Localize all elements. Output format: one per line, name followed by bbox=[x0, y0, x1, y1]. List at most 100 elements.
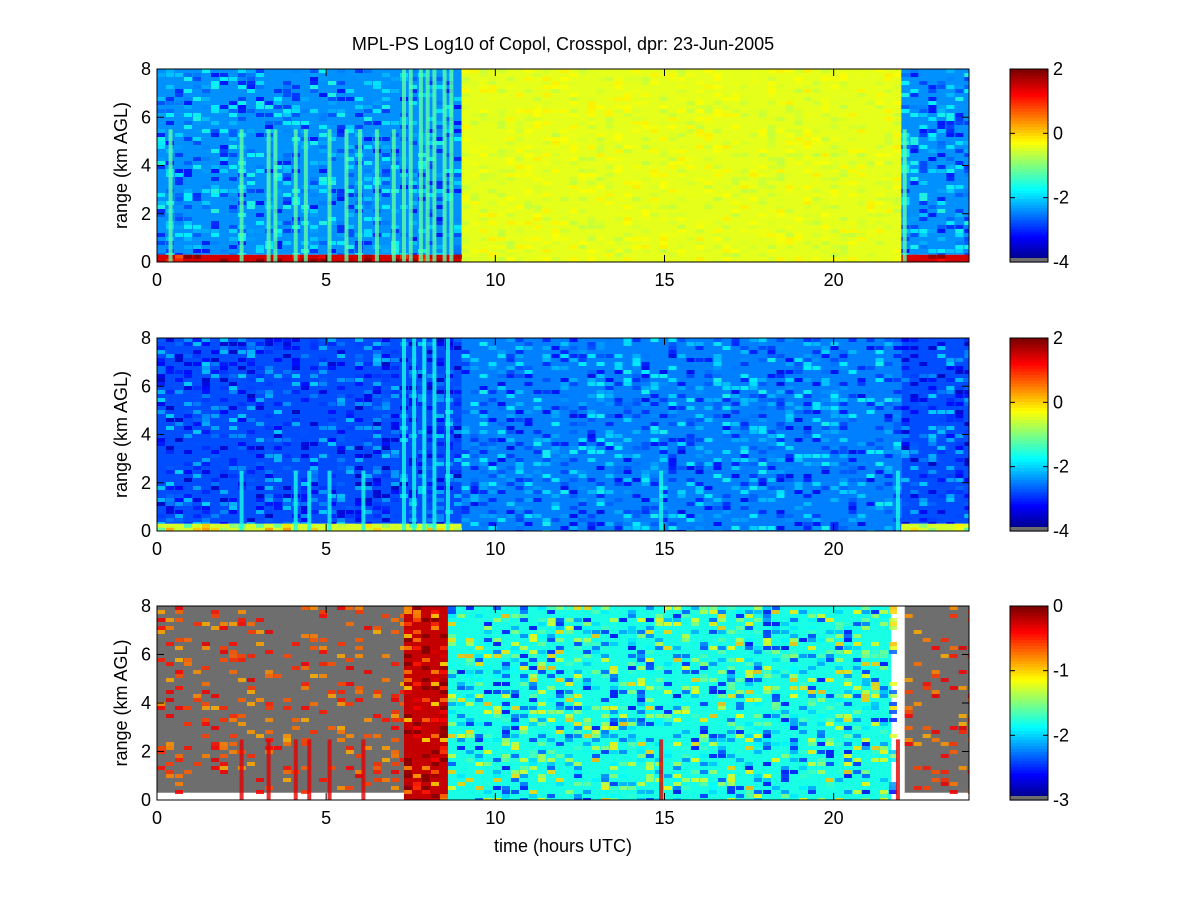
spike-copol-9 bbox=[374, 129, 379, 262]
spike-crosspol-4 bbox=[361, 470, 366, 531]
spike-crosspol-3 bbox=[327, 470, 332, 531]
spike-copol-10 bbox=[391, 129, 396, 262]
spike-crosspol-9 bbox=[445, 338, 450, 531]
heatmap-dpr bbox=[157, 606, 969, 800]
y-tick-label-dpr-4: 4 bbox=[141, 693, 151, 713]
spike-crosspol-5 bbox=[401, 338, 406, 531]
colorbar-tick-label-crosspol--2: -2 bbox=[1053, 457, 1069, 477]
x-tick-label-copol-10: 10 bbox=[485, 270, 505, 290]
colorbar-tick-label-dpr-0: 0 bbox=[1053, 596, 1063, 616]
colorbar-tick-label-dpr--2: -2 bbox=[1053, 725, 1069, 745]
spike-copol-12 bbox=[408, 69, 413, 262]
y-tick-label-copol-6: 6 bbox=[141, 107, 151, 127]
spike-crosspol-0 bbox=[239, 470, 244, 531]
y-tick-label-crosspol-8: 8 bbox=[141, 328, 151, 348]
colorbar-tick-label-crosspol-0: 0 bbox=[1053, 392, 1063, 412]
spike-copol-4 bbox=[293, 129, 298, 262]
colorbar-crosspol: 2 0 -2 -4 bbox=[1009, 328, 1069, 541]
region-dpr-3 bbox=[904, 606, 969, 793]
spike-copol-1 bbox=[239, 129, 244, 262]
spike-dpr-1 bbox=[266, 739, 271, 800]
spike-crosspol-2 bbox=[307, 470, 312, 531]
spike-copol-17 bbox=[449, 69, 454, 262]
spike-dpr-5 bbox=[361, 739, 366, 800]
spike-dpr-0 bbox=[239, 739, 244, 800]
spike-dpr-3 bbox=[307, 739, 312, 800]
spike-copol-6 bbox=[327, 129, 332, 262]
figure-title: MPL-PS Log10 of Copol, Crosspol, dpr: 23… bbox=[352, 34, 774, 54]
spike-crosspol-1 bbox=[293, 470, 298, 531]
y-tick-label-crosspol-4: 4 bbox=[141, 425, 151, 445]
spike-copol-15 bbox=[432, 69, 437, 262]
x-tick-label-copol-20: 20 bbox=[824, 270, 844, 290]
heatmap-crosspol bbox=[157, 338, 969, 531]
x-tick-label-crosspol-5: 5 bbox=[321, 539, 331, 559]
y-tick-label-dpr-2: 2 bbox=[141, 742, 151, 762]
y-tick-label-crosspol-2: 2 bbox=[141, 473, 151, 493]
y-tick-label-copol-2: 2 bbox=[141, 204, 151, 224]
region-crosspol-4 bbox=[901, 523, 969, 531]
y-tick-label-dpr-8: 8 bbox=[141, 596, 151, 616]
colorbar-box-copol bbox=[1009, 68, 1049, 263]
spike-crosspol-6 bbox=[412, 338, 417, 531]
spike-crosspol-8 bbox=[432, 338, 437, 531]
spike-copol-18 bbox=[902, 129, 907, 262]
y-tick-label-copol-4: 4 bbox=[141, 156, 151, 176]
y-tick-label-copol-0: 0 bbox=[141, 252, 151, 272]
x-tick-label-dpr-5: 5 bbox=[321, 808, 331, 828]
spike-copol-3 bbox=[273, 129, 278, 262]
spike-copol-11 bbox=[401, 69, 406, 262]
spike-copol-5 bbox=[303, 129, 308, 262]
colorbar-tick-label-copol--2: -2 bbox=[1053, 188, 1069, 208]
spike-crosspol-11 bbox=[895, 470, 900, 531]
spike-copol-14 bbox=[425, 69, 430, 262]
panel-dpr: 0 5 10 15 20 0 2 4 6 8 range (km AGL) time (hours U… bbox=[111, 596, 1069, 856]
spike-copol-8 bbox=[358, 129, 362, 262]
spike-copol-0 bbox=[168, 129, 173, 262]
heatmap-copol bbox=[157, 69, 969, 262]
x-tick-label-crosspol-15: 15 bbox=[654, 539, 674, 559]
colorbar-box-crosspol bbox=[1009, 337, 1049, 532]
spike-dpr-7 bbox=[895, 739, 900, 800]
x-tick-label-dpr-10: 10 bbox=[485, 808, 505, 828]
spike-dpr-2 bbox=[293, 739, 298, 800]
x-tick-label-copol-5: 5 bbox=[321, 270, 331, 290]
y-tick-label-crosspol-0: 0 bbox=[141, 521, 151, 541]
spike-copol-2 bbox=[266, 129, 271, 262]
y-axis-label-dpr: range (km AGL) bbox=[111, 639, 131, 766]
y-tick-label-dpr-6: 6 bbox=[141, 645, 151, 665]
spike-copol-13 bbox=[418, 69, 423, 262]
x-tick-label-copol-0: 0 bbox=[152, 270, 162, 290]
x-tick-label-copol-15: 15 bbox=[654, 270, 674, 290]
colorbar-box-dpr bbox=[1009, 605, 1049, 801]
x-tick-label-dpr-15: 15 bbox=[654, 808, 674, 828]
colorbar-dpr: 0 -1 -2 -3 bbox=[1009, 596, 1069, 810]
colorbar-tick-label-crosspol-2: 2 bbox=[1053, 328, 1063, 348]
y-tick-label-dpr-0: 0 bbox=[141, 790, 151, 810]
colorbar-tick-label-crosspol--4: -4 bbox=[1053, 521, 1069, 541]
x-tick-label-crosspol-0: 0 bbox=[152, 539, 162, 559]
colorbar-tick-label-dpr--3: -3 bbox=[1053, 790, 1069, 810]
y-axis-label-copol: range (km AGL) bbox=[111, 102, 131, 229]
spike-crosspol-10 bbox=[659, 470, 664, 531]
x-tick-label-dpr-20: 20 bbox=[824, 808, 844, 828]
colorbar-tick-label-copol--4: -4 bbox=[1053, 252, 1069, 272]
spike-copol-7 bbox=[344, 129, 349, 262]
colorbar-copol: 2 0 -2 -4 bbox=[1009, 59, 1069, 272]
x-tick-label-dpr-0: 0 bbox=[152, 808, 162, 828]
spike-dpr-6 bbox=[659, 739, 664, 800]
x-tick-label-crosspol-20: 20 bbox=[824, 539, 844, 559]
x-axis-label: time (hours UTC) bbox=[494, 836, 632, 856]
spike-dpr-4 bbox=[327, 739, 332, 800]
spike-copol-16 bbox=[442, 69, 447, 262]
spike-crosspol-7 bbox=[422, 338, 427, 531]
colorbar-tick-label-copol-2: 2 bbox=[1053, 59, 1063, 79]
region-copol-3 bbox=[157, 254, 462, 262]
colorbar-tick-label-dpr--1: -1 bbox=[1053, 661, 1069, 681]
y-tick-label-copol-8: 8 bbox=[141, 59, 151, 79]
